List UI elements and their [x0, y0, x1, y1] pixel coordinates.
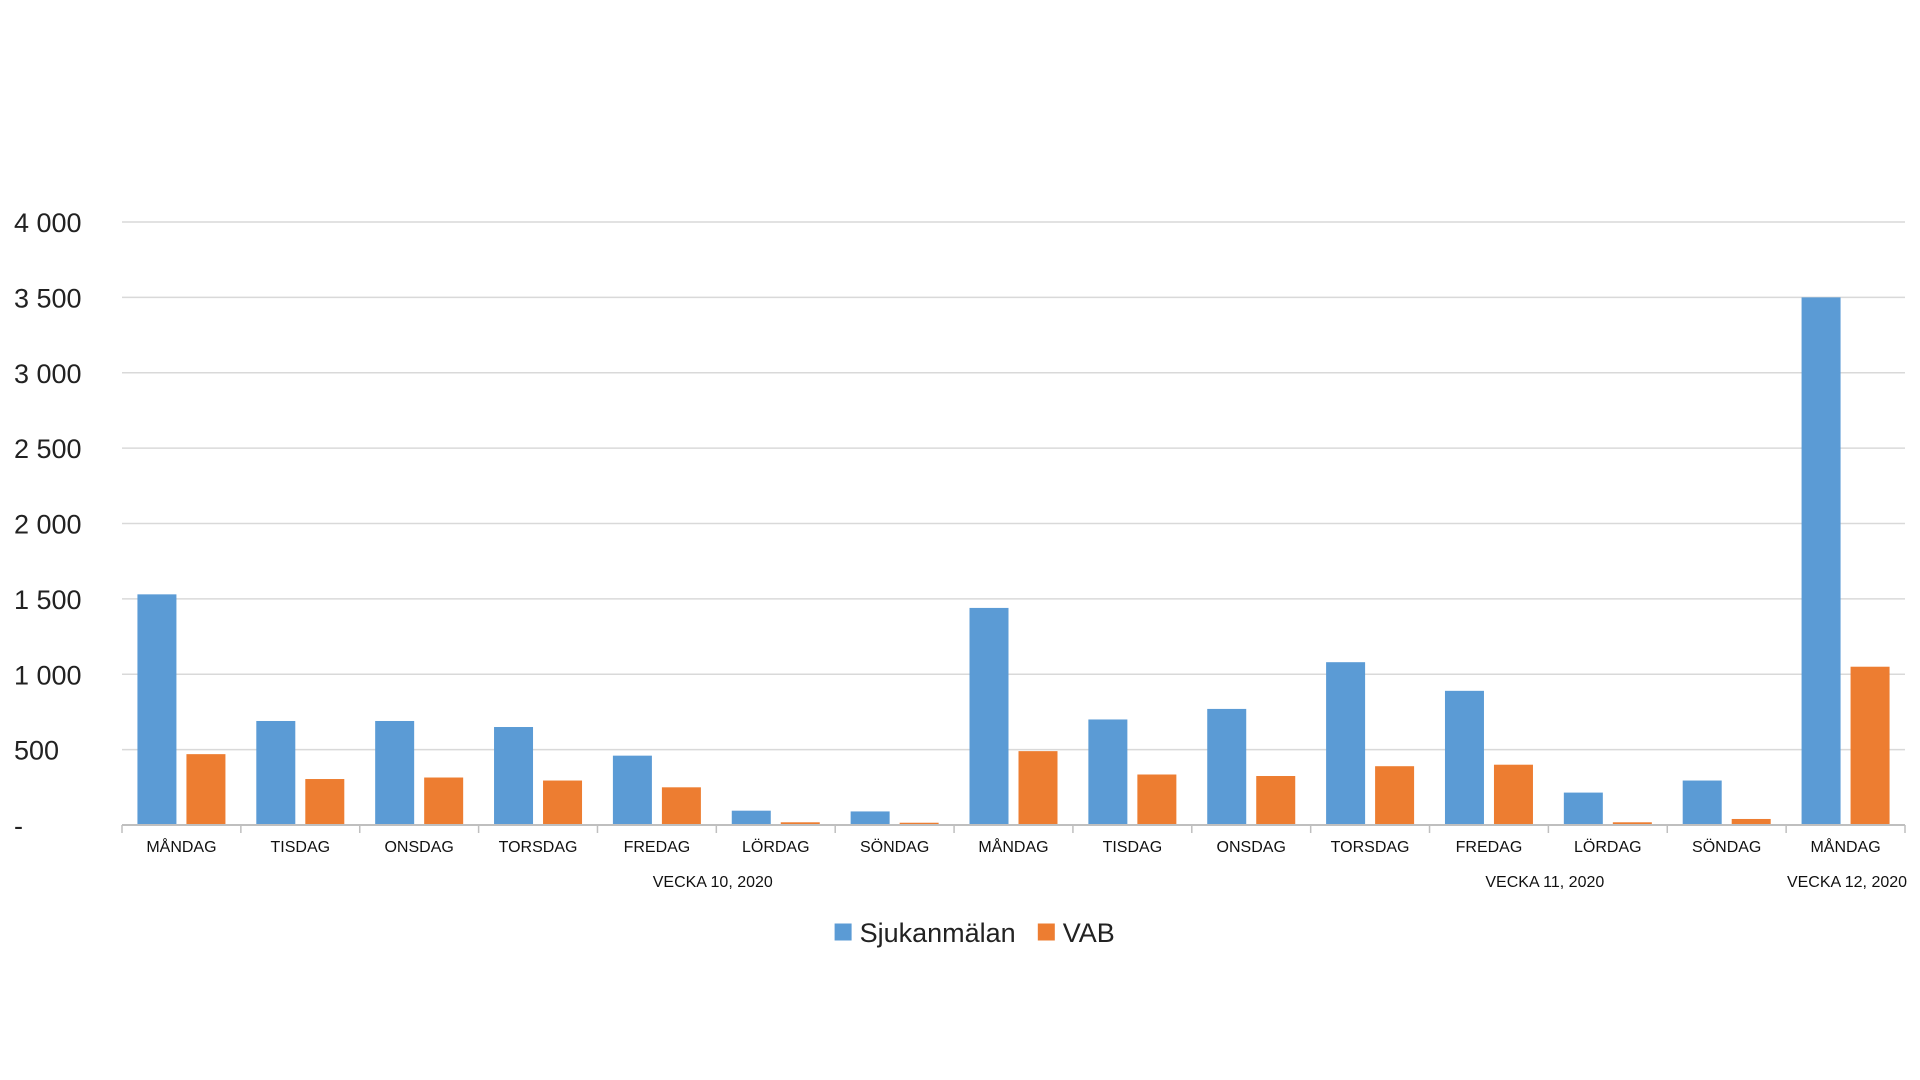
x-axis [121, 824, 1906, 833]
bar-vab [780, 822, 820, 825]
bars [137, 297, 1890, 825]
x-tick-label: MÅNDAG [146, 837, 216, 856]
bar-sjukanmalan [612, 755, 652, 825]
bar-vab [899, 822, 939, 825]
bar-sjukanmalan [1326, 662, 1366, 825]
bar-vab [661, 787, 701, 825]
legend-swatch [834, 923, 852, 941]
bar-sjukanmalan [1682, 780, 1722, 825]
legend: Sjukanmälan VAB [834, 918, 1115, 948]
bar-vab [1375, 766, 1415, 825]
x-tick-label: LÖRDAG [742, 838, 810, 856]
bar-vab [424, 777, 464, 825]
gridlines [122, 221, 1905, 751]
bar-sjukanmalan [731, 810, 771, 825]
legend-label: Sjukanmälan [860, 918, 1016, 948]
x-tick-label: TORSDAG [499, 839, 578, 856]
bar-vab [543, 780, 583, 825]
x-tick-label: ONSDAG [1217, 839, 1286, 856]
x-tick-label: FREDAG [1456, 839, 1523, 856]
bar-vab [1137, 774, 1177, 825]
bar-vab [1493, 764, 1533, 825]
x-tick-label: SÖNDAG [860, 838, 929, 856]
x-axis-group-labels: VECKA 10, 2020 VECKA 11, 2020 VECKA 12, 20… [653, 874, 1907, 891]
y-tick-label: - [14, 811, 23, 841]
x-tick-label: MÅNDAG [978, 837, 1048, 856]
x-tick-label: SÖNDAG [1692, 838, 1761, 856]
bar-vab [1850, 666, 1890, 825]
bar-vab [1256, 776, 1296, 825]
legend-swatch [1037, 923, 1055, 941]
x-tick-label: TISDAG [271, 839, 331, 856]
bar-sjukanmalan [1207, 708, 1247, 825]
y-tick-label: 3 500 [14, 283, 82, 313]
x-tick-label: TORSDAG [1331, 839, 1410, 856]
bar-sjukanmalan [375, 720, 415, 825]
x-tick-label: LÖRDAG [1574, 838, 1642, 856]
bar-sjukanmalan [494, 727, 534, 825]
bar-vab [186, 754, 226, 825]
y-tick-label: 500 [14, 736, 59, 766]
y-tick-label: 1 000 [14, 660, 82, 690]
legend-label: VAB [1063, 918, 1115, 948]
x-group-label: VECKA 11, 2020 [1485, 874, 1604, 891]
bar-sjukanmalan [850, 811, 890, 825]
bar-sjukanmalan [1563, 792, 1603, 825]
x-tick-label: TISDAG [1103, 839, 1163, 856]
x-tick-label: ONSDAG [384, 839, 453, 856]
y-tick-label: 1 500 [14, 585, 82, 615]
x-group-label: VECKA 12, 2020 [1787, 874, 1907, 891]
bar-vab [1612, 822, 1652, 825]
bar-sjukanmalan [1088, 719, 1128, 825]
x-tick-label: FREDAG [624, 839, 691, 856]
y-tick-label: 2 000 [14, 510, 82, 540]
bar-vab [305, 779, 345, 825]
y-tick-label: 4 000 [14, 208, 82, 238]
bar-sjukanmalan [256, 720, 296, 825]
bar-vab [1731, 818, 1771, 825]
y-axis-tick-labels: - 500 1 000 1 500 2 000 2 500 3 000 3 500 4 000 [14, 208, 82, 841]
bar-sjukanmalan [137, 594, 177, 825]
x-axis-tick-labels: MÅNDAG TISDAG ONSDAG TORSDAG FREDAG LÖRDAG SÖN… [146, 837, 1880, 856]
x-group-label: VECKA 10, 2020 [653, 874, 773, 891]
y-tick-label: 3 000 [14, 359, 82, 389]
bar-vab [1018, 751, 1058, 825]
y-tick-label: 2 500 [14, 434, 82, 464]
bar-sjukanmalan [1801, 297, 1841, 825]
bar-sjukanmalan [969, 607, 1009, 825]
bar-sjukanmalan [1444, 690, 1484, 825]
x-tick-label: MÅNDAG [1810, 837, 1880, 856]
